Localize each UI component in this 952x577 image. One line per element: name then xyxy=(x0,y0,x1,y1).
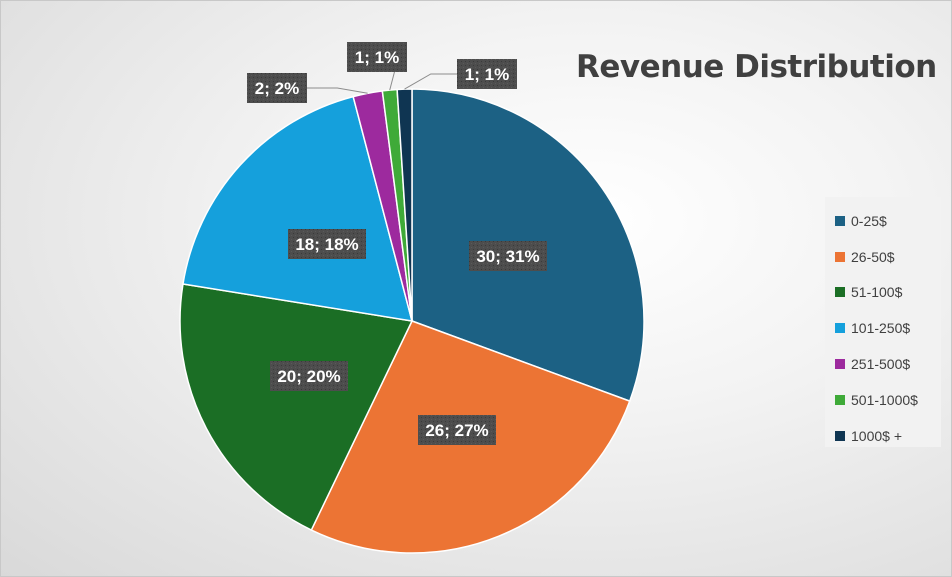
data-label: 26; 27% xyxy=(418,415,496,445)
legend-swatch xyxy=(835,359,845,370)
chart-legend: 0-25$ 26-50$ 51-100$ 101-250$ 251-500$ 501-10… xyxy=(825,197,941,447)
data-label-text: 18; 18% xyxy=(295,235,358,254)
legend-item: 1000$ + xyxy=(835,418,941,454)
legend-item: 51-100$ xyxy=(835,275,941,311)
data-label: 18; 18% xyxy=(288,229,366,259)
data-label-box xyxy=(457,59,517,89)
legend-item: 501-1000$ xyxy=(835,382,941,418)
data-label-text: 26; 27% xyxy=(425,421,488,440)
data-label-text: 30; 31% xyxy=(476,247,539,266)
legend-swatch xyxy=(835,287,845,298)
legend-label: 251-500$ xyxy=(851,356,911,373)
data-label: 20; 20% xyxy=(270,361,348,391)
legend-label: 26-50$ xyxy=(851,248,895,265)
legend-item: 26-50$ xyxy=(835,239,941,275)
legend-swatch xyxy=(835,251,845,262)
data-label-box xyxy=(247,73,307,103)
legend-label: 51-100$ xyxy=(851,284,903,301)
legend-item: 0-25$ xyxy=(835,203,941,239)
data-label-text: 1; 1% xyxy=(465,65,509,84)
data-label-box xyxy=(288,229,366,259)
data-label: 2; 2% xyxy=(247,73,307,103)
data-label: 1; 1% xyxy=(457,59,517,89)
data-label-box xyxy=(347,42,407,72)
chart-title: Revenue Distribution xyxy=(576,49,937,85)
data-label-text: 1; 1% xyxy=(355,48,399,67)
data-label-text: 20; 20% xyxy=(277,367,340,386)
data-label-box xyxy=(418,415,496,445)
legend-label: 0-25$ xyxy=(851,212,887,229)
legend-item: 251-500$ xyxy=(835,346,941,382)
leader-line xyxy=(404,73,457,90)
pie-slice-101-250 xyxy=(182,95,414,322)
legend-swatch xyxy=(835,430,845,441)
data-label-box xyxy=(469,241,547,271)
data-label-box xyxy=(270,361,348,391)
legend-swatch xyxy=(835,394,845,405)
legend-item: 101-250$ xyxy=(835,310,941,346)
legend-label: 101-250$ xyxy=(851,320,911,337)
legend-label: 1000$ + xyxy=(851,427,902,444)
pie-slice-51-100 xyxy=(179,283,414,532)
data-label-text: 2; 2% xyxy=(255,79,299,98)
leader-line xyxy=(307,87,368,94)
data-label: 30; 31% xyxy=(469,241,547,271)
legend-label: 501-1000$ xyxy=(851,391,918,408)
legend-swatch xyxy=(835,323,845,334)
legend-swatch xyxy=(835,215,845,226)
data-label: 1; 1% xyxy=(347,42,407,72)
